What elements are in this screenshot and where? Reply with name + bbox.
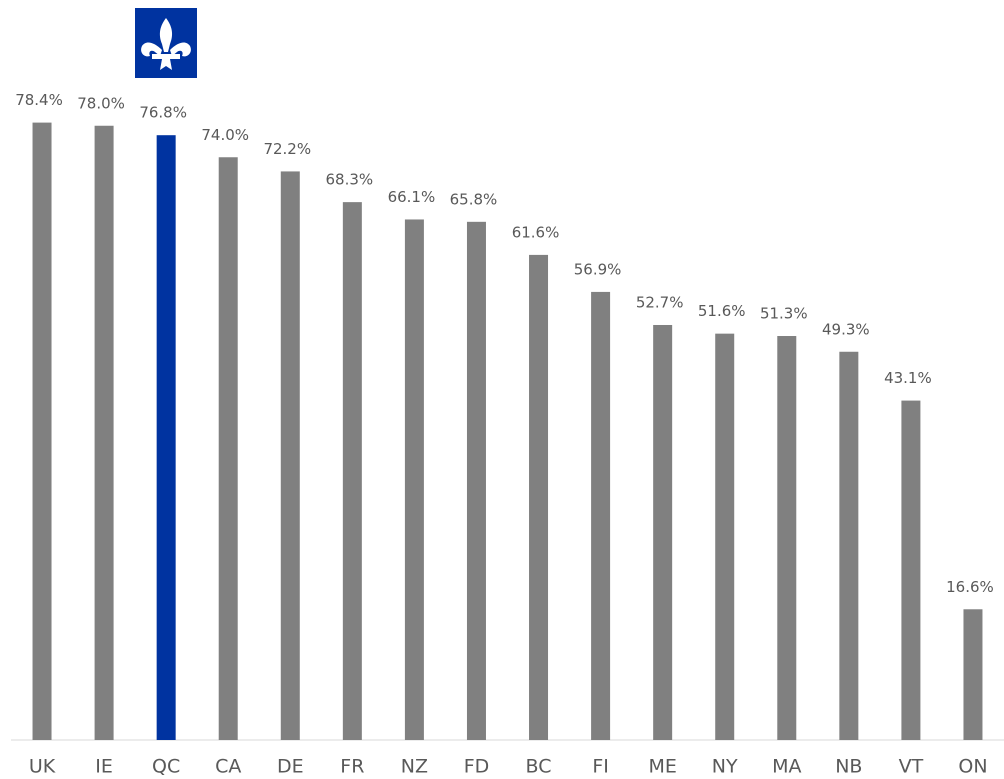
value-label: 51.3% bbox=[760, 305, 808, 323]
x-tick-label: DE bbox=[277, 756, 304, 778]
bar bbox=[777, 336, 797, 740]
bar bbox=[839, 351, 859, 740]
x-tick-label: FI bbox=[592, 756, 609, 778]
bar bbox=[156, 135, 176, 740]
x-tick-label: BC bbox=[526, 756, 552, 778]
bar bbox=[218, 157, 238, 740]
value-label: 68.3% bbox=[326, 171, 374, 189]
bar bbox=[280, 171, 300, 741]
bar bbox=[94, 125, 114, 740]
bar bbox=[404, 219, 424, 740]
x-tick-label: MA bbox=[772, 756, 801, 778]
bar bbox=[529, 254, 549, 740]
x-tick-label: QC bbox=[152, 756, 180, 778]
x-tick-label: ME bbox=[648, 756, 676, 778]
bar bbox=[591, 291, 611, 740]
x-tick-label: NB bbox=[835, 756, 862, 778]
x-tick-label: CA bbox=[215, 756, 241, 778]
x-tick-label: ON bbox=[958, 756, 987, 778]
value-label: 78.0% bbox=[77, 94, 125, 112]
x-tick-label: FR bbox=[340, 756, 364, 778]
bar bbox=[466, 221, 486, 740]
bar bbox=[342, 202, 362, 740]
x-tick-label: VT bbox=[899, 756, 924, 778]
bar bbox=[901, 400, 921, 740]
value-label: 78.4% bbox=[15, 91, 63, 109]
value-label: 65.8% bbox=[450, 190, 498, 208]
value-label: 74.0% bbox=[201, 126, 249, 144]
bar bbox=[32, 122, 52, 741]
x-tick-label: NY bbox=[712, 756, 738, 778]
value-label: 66.1% bbox=[388, 188, 436, 206]
x-tick-label: UK bbox=[29, 756, 56, 778]
bar bbox=[653, 324, 673, 740]
value-label: 76.8% bbox=[139, 104, 187, 122]
value-label: 56.9% bbox=[574, 260, 622, 278]
value-label: 52.7% bbox=[636, 293, 684, 311]
bar bbox=[963, 609, 983, 740]
bar bbox=[715, 333, 735, 740]
x-tick-label: IE bbox=[95, 756, 113, 778]
fleur-de-lis bbox=[141, 18, 191, 70]
value-label: 43.1% bbox=[884, 369, 932, 387]
value-label: 49.3% bbox=[822, 320, 870, 338]
quebec-flag bbox=[135, 8, 197, 78]
x-tick-label: NZ bbox=[401, 756, 428, 778]
value-label: 16.6% bbox=[946, 578, 994, 596]
x-tick-label: FD bbox=[464, 756, 490, 778]
value-label: 51.6% bbox=[698, 302, 746, 320]
value-label: 72.2% bbox=[263, 140, 311, 158]
value-label: 61.6% bbox=[512, 223, 560, 241]
